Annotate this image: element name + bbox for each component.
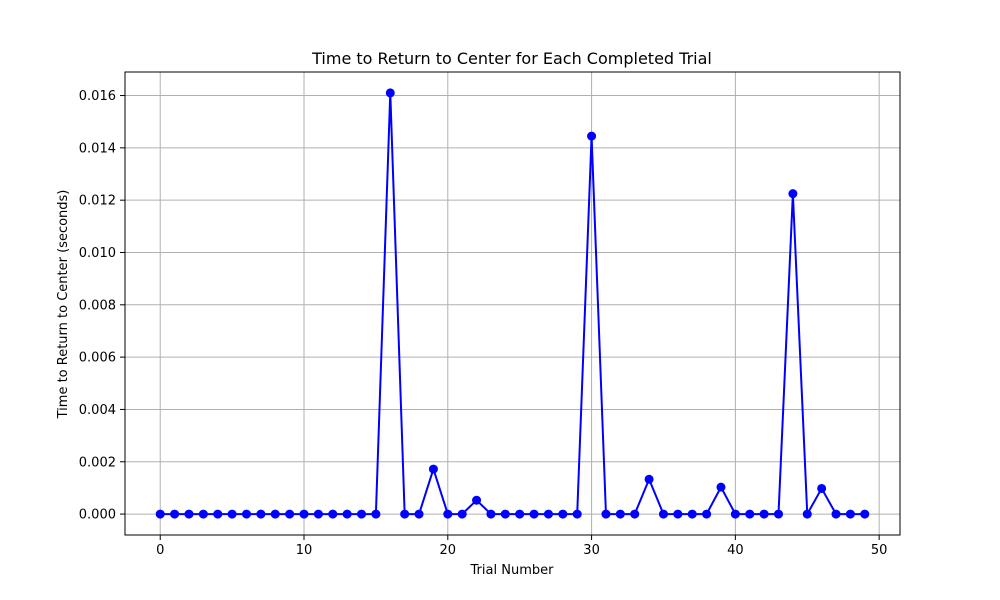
x-tick-label: 50: [871, 543, 888, 558]
x-tick-label: 40: [727, 543, 744, 558]
data-point: [572, 509, 582, 519]
data-point: [457, 509, 467, 519]
data-point: [227, 509, 237, 519]
data-point: [184, 509, 194, 519]
data-point: [730, 509, 740, 519]
y-axis: 0.000 0.002 0.004 0.006 0.008 0.010 0.012 0.014…: [79, 89, 125, 523]
data-point: [285, 509, 295, 519]
y-tick-label: 0.008: [79, 298, 116, 313]
data-point: [716, 482, 726, 492]
data-point: [414, 509, 424, 519]
y-tick-label: 0.012: [79, 194, 116, 209]
data-point: [256, 509, 266, 519]
data-point: [515, 509, 525, 519]
data-point: [357, 509, 367, 519]
data-point: [687, 509, 697, 519]
data-point: [774, 509, 784, 519]
data-point: [745, 509, 755, 519]
data-point: [213, 509, 223, 519]
plot-frame: [124, 71, 901, 536]
data-point: [788, 189, 798, 199]
data-point: [543, 509, 553, 519]
y-tick-label: 0.016: [79, 89, 116, 104]
data-point: [486, 509, 496, 519]
x-tick-label: 20: [440, 543, 457, 558]
data-point: [658, 509, 668, 519]
data-point: [170, 509, 180, 519]
data-point: [385, 88, 395, 98]
y-tick-label: 0.006: [79, 351, 116, 366]
data-point: [500, 509, 510, 519]
data-point: [198, 509, 208, 519]
data-point: [860, 509, 870, 519]
data-point: [759, 509, 769, 519]
y-tick-label: 0.004: [79, 403, 116, 418]
data-point: [299, 509, 309, 519]
data-point: [472, 495, 482, 505]
y-tick-label: 0.014: [79, 141, 116, 156]
data-point: [313, 509, 323, 519]
y-tick-label: 0.010: [79, 246, 116, 261]
y-tick-label: 0.002: [79, 455, 116, 470]
y-tick-label: 0.000: [79, 508, 116, 523]
data-point: [443, 509, 453, 519]
data-point: [587, 131, 597, 141]
x-axis: 0 10 20 30 40 50: [156, 535, 887, 558]
x-axis-title: Trial Number: [470, 563, 555, 578]
data-point: [241, 509, 251, 519]
data-point: [342, 509, 352, 519]
chart-title: Time to Return to Center for Each Comple…: [311, 49, 712, 68]
data-point: [845, 509, 855, 519]
x-tick-label: 10: [296, 543, 313, 558]
data-point: [400, 509, 410, 519]
data-point: [802, 509, 812, 519]
data-point: [155, 509, 165, 519]
series-layer: [155, 88, 870, 519]
data-point: [328, 509, 338, 519]
data-point: [831, 509, 841, 519]
data-point: [673, 509, 683, 519]
data-point: [644, 474, 654, 484]
x-tick-label: 30: [583, 543, 600, 558]
y-axis-title: Time to Return to Center (seconds): [56, 190, 71, 420]
data-point: [270, 509, 280, 519]
data-point: [702, 509, 712, 519]
data-point: [601, 509, 611, 519]
data-point: [615, 509, 625, 519]
data-point: [558, 509, 568, 519]
data-point: [371, 509, 381, 519]
grid-lines: [125, 72, 900, 535]
x-tick-label: 0: [156, 543, 164, 558]
data-point: [428, 464, 438, 474]
data-point: [630, 509, 640, 519]
data-point: [529, 509, 539, 519]
data-point: [817, 483, 827, 493]
